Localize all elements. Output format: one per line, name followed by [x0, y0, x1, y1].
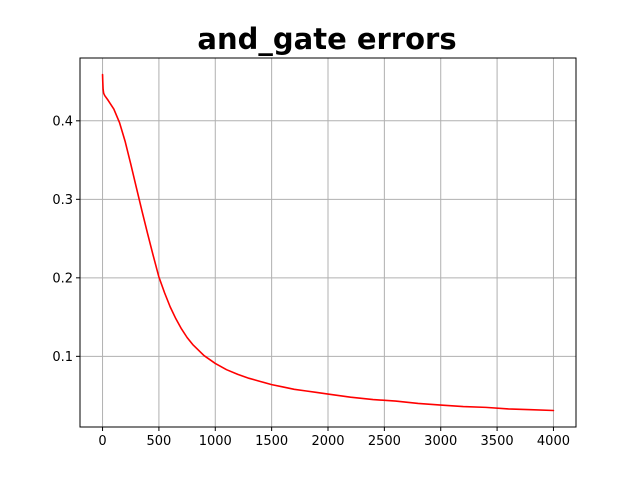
x-tick-label: 1000	[199, 434, 232, 449]
x-tick-label: 3000	[424, 434, 457, 449]
tick-layer: 0 500 1000 1500 2000 2500 3000 3500 4000 0.1 0.2 0.…	[52, 114, 570, 449]
y-tick-label: 0.1	[52, 350, 73, 365]
x-tick-label: 3500	[481, 434, 514, 449]
x-tick-label: 2500	[368, 434, 401, 449]
x-tick-label: 1500	[255, 434, 288, 449]
series-layer	[101, 73, 555, 412]
grid-layer	[80, 58, 576, 427]
x-tick-label: 500	[146, 434, 171, 449]
x-tick-label: 4000	[537, 434, 570, 449]
y-tick-label: 0.3	[52, 193, 73, 208]
y-tick-label: 0.2	[52, 271, 73, 286]
y-tick-label: 0.4	[52, 114, 73, 129]
chart-title: and_gate errors	[197, 22, 456, 56]
x-tick-label: 2000	[311, 434, 344, 449]
x-tick-label: 0	[98, 434, 106, 449]
series-line	[101, 73, 555, 412]
